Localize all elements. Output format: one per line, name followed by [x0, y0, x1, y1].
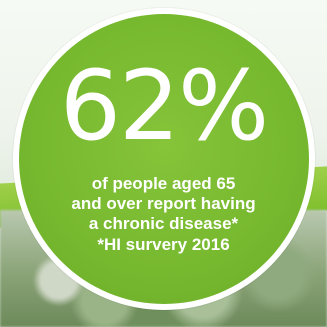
stat-description-line: of people aged 65: [91, 174, 236, 193]
stat-description-line: and over report having: [71, 194, 256, 213]
stat-description-line: a chronic disease*: [88, 214, 239, 233]
stat-circle: [19, 14, 309, 304]
stat-value: 62%: [59, 50, 269, 162]
stat-source: *HI survery 2016: [97, 235, 230, 254]
stat-description: of people aged 65 and over report having…: [0, 174, 327, 234]
